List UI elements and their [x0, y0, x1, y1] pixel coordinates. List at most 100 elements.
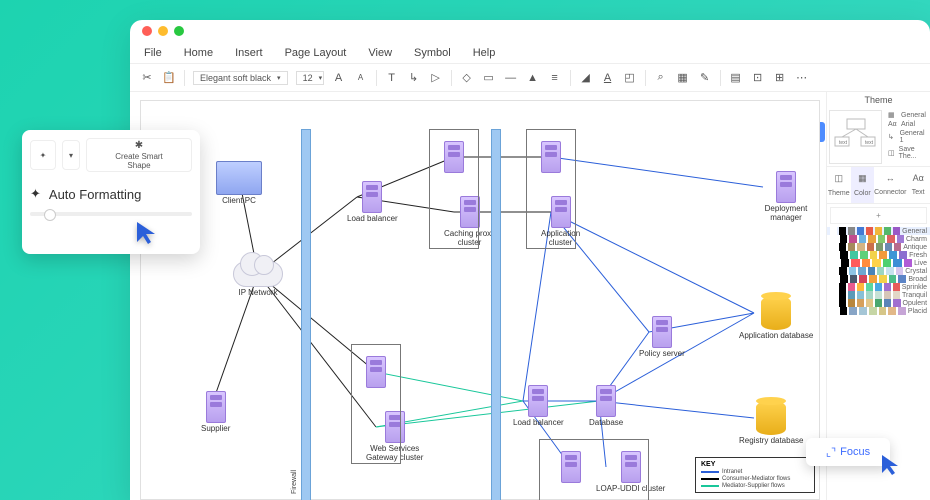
- palette-row[interactable]: Antique: [827, 243, 930, 251]
- theme-preview[interactable]: text text: [829, 110, 882, 164]
- node-label: Application database: [739, 332, 813, 341]
- fillcolor-icon[interactable]: ◢: [579, 71, 593, 85]
- sparkle-icon[interactable]: ✦: [30, 140, 56, 170]
- app-window: FileHomeInsertPage LayoutViewSymbolHelp …: [130, 20, 930, 500]
- font-inc-icon[interactable]: A: [332, 71, 346, 85]
- pen-icon[interactable]: ✎: [698, 71, 712, 85]
- palette-row[interactable]: Opulent: [827, 299, 930, 307]
- palette-row[interactable]: General: [827, 227, 930, 235]
- menu-home[interactable]: Home: [184, 47, 213, 59]
- theme-opt[interactable]: ▦General: [888, 110, 926, 120]
- node-registry-db[interactable]: Registry database: [739, 401, 803, 446]
- cluster-box: [526, 129, 576, 249]
- group-icon[interactable]: ⊞: [773, 71, 787, 85]
- node-label: Client PC: [222, 197, 256, 206]
- text-tool-icon[interactable]: T: [385, 71, 399, 85]
- menu-symbol[interactable]: Symbol: [414, 47, 451, 59]
- palette-row[interactable]: Broad: [827, 275, 930, 283]
- palette-row[interactable]: Crystal: [827, 267, 930, 275]
- align-icon[interactable]: ≡: [548, 71, 562, 85]
- cut-icon[interactable]: ✂: [140, 71, 154, 85]
- fill-icon[interactable]: ▲: [526, 71, 540, 85]
- create-smart-shape-button[interactable]: ✱ Create Smart Shape: [86, 138, 192, 172]
- node-policy-srv[interactable]: Policy server: [639, 316, 685, 359]
- node-client-pc[interactable]: Client PC: [216, 161, 262, 206]
- legend: KEY IntranetConsumer-Mediator flowsMedia…: [695, 457, 815, 493]
- max-dot[interactable]: [174, 26, 184, 36]
- palette-row[interactable]: Fresh: [827, 251, 930, 259]
- present-icon[interactable]: ▦: [676, 71, 690, 85]
- theme-tab-color[interactable]: ▦Color: [851, 167, 875, 203]
- line-icon[interactable]: —: [504, 71, 518, 85]
- close-dot[interactable]: [142, 26, 152, 36]
- theme-tab-connector[interactable]: ↔Connector: [874, 167, 906, 203]
- node-supplier[interactable]: Supplier: [201, 391, 230, 434]
- paste-icon[interactable]: 📋: [162, 71, 176, 85]
- node-app-db[interactable]: Application database: [739, 296, 813, 341]
- theme-opt[interactable]: AαArial: [888, 120, 926, 129]
- dropdown-toggle[interactable]: ▾: [62, 140, 80, 170]
- node-label: Registry database: [739, 437, 803, 446]
- theme-tabs: ◫Theme▦Color↔ConnectorAαText: [827, 166, 930, 204]
- palette-row[interactable]: Live: [827, 259, 930, 267]
- palette-row[interactable]: Sprinkle: [827, 283, 930, 291]
- menu-file[interactable]: File: [144, 47, 162, 59]
- cursor-icon: [135, 220, 159, 251]
- node-database[interactable]: Database: [589, 385, 623, 428]
- menu-insert[interactable]: Insert: [235, 47, 263, 59]
- lock-icon[interactable]: ⊡: [751, 71, 765, 85]
- theme-opt[interactable]: ↳General 1: [888, 129, 926, 145]
- theme-tab-theme[interactable]: ◫Theme: [827, 167, 851, 203]
- shape-icon[interactable]: ◇: [460, 71, 474, 85]
- theme-panel-title: Theme: [827, 92, 930, 108]
- focus-popup[interactable]: ⌞⌝ Focus: [806, 438, 890, 466]
- more-icon[interactable]: ⋯: [795, 71, 809, 85]
- toolbar: ✂ 📋 Elegant soft black ▾ 12 ▾ A A T ↳ ▷ …: [130, 64, 930, 92]
- crop-icon[interactable]: ◰: [623, 71, 637, 85]
- firewall-bar: [491, 129, 501, 500]
- rect-icon[interactable]: ▭: [482, 71, 496, 85]
- node-label: Policy server: [639, 350, 685, 359]
- node-load-balancer-2[interactable]: Load balancer: [513, 385, 564, 428]
- titlebar: [130, 20, 930, 42]
- sparkle-icon: ✦: [30, 186, 41, 202]
- textcolor-icon[interactable]: A: [601, 71, 615, 85]
- cluster-box: [539, 439, 649, 500]
- font-dec-icon[interactable]: A: [354, 71, 368, 85]
- menu-page-layout[interactable]: Page Layout: [285, 47, 347, 59]
- palette-list: GeneralCharmAntiqueFreshLiveCrystalBroad…: [827, 227, 930, 315]
- min-dot[interactable]: [158, 26, 168, 36]
- canvas[interactable]: Client PC IP Network Supplier Load balancer…: [140, 100, 820, 500]
- search-icon[interactable]: ⌕: [654, 71, 668, 85]
- node-label: Deployment manager: [753, 205, 819, 223]
- pointer-icon[interactable]: ▷: [429, 71, 443, 85]
- theme-opt[interactable]: ◫Save The...: [888, 145, 926, 161]
- font-family-select[interactable]: Elegant soft black ▾: [193, 71, 288, 85]
- connector-icon[interactable]: ↳: [407, 71, 421, 85]
- node-label: Supplier: [201, 425, 230, 434]
- palette-row[interactable]: Tranquil: [827, 291, 930, 299]
- palette-row[interactable]: Charm: [827, 235, 930, 243]
- node-label: Database: [589, 419, 623, 428]
- cursor-icon: [880, 453, 902, 482]
- format-slider[interactable]: [30, 212, 192, 216]
- add-palette-button[interactable]: +: [830, 207, 927, 224]
- auto-formatting-button[interactable]: ✦ Auto Formatting: [30, 186, 192, 202]
- theme-tab-text[interactable]: AαText: [906, 167, 930, 203]
- svg-text:text: text: [839, 140, 848, 146]
- node-label: IP Network: [239, 289, 278, 298]
- menu-view[interactable]: View: [368, 47, 392, 59]
- cluster-box: [351, 344, 401, 464]
- auto-format-popup: ✦ ▾ ✱ Create Smart Shape ✦ Auto Formatti…: [22, 130, 200, 254]
- menu-help[interactable]: Help: [473, 47, 496, 59]
- node-load-balancer-1[interactable]: Load balancer: [347, 181, 398, 224]
- node-ip-network[interactable]: IP Network: [233, 261, 283, 298]
- node-label: Load balancer: [347, 215, 398, 224]
- palette-row[interactable]: Placid: [827, 307, 930, 315]
- firewall-bar: Firewall: [301, 129, 311, 500]
- node-deploy-mgr[interactable]: Deployment manager: [753, 171, 819, 223]
- font-size-select[interactable]: 12 ▾: [296, 71, 324, 85]
- layers-icon[interactable]: ▤: [729, 71, 743, 85]
- svg-text:text: text: [865, 140, 874, 146]
- menubar: File Home Insert Page Layout View Symbol Help: [130, 42, 930, 64]
